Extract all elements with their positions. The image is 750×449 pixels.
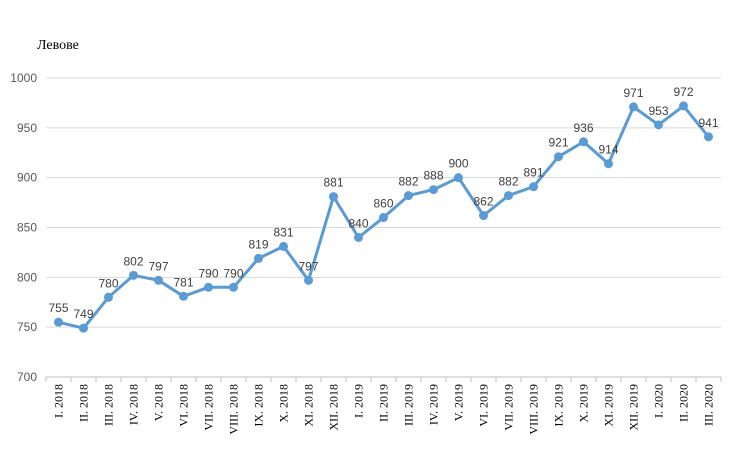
x-tick-label: VI. 2019: [477, 384, 491, 427]
data-point: [104, 292, 113, 302]
data-label: 972: [673, 85, 693, 99]
data-point: [679, 101, 688, 111]
data-label: 840: [348, 216, 368, 230]
data-label: 862: [473, 195, 493, 209]
y-tick-label: 700: [17, 370, 37, 384]
x-tick-label: XI. 2019: [602, 384, 616, 427]
data-point: [354, 232, 363, 242]
data-point: [604, 159, 613, 169]
data-point: [329, 192, 338, 202]
data-point: [654, 120, 663, 130]
x-tick-label: IX. 2019: [552, 384, 566, 427]
data-point: [229, 282, 238, 292]
data-label: 860: [373, 197, 393, 211]
y-tick-label: 800: [17, 270, 37, 284]
x-tick-label: X. 2018: [277, 384, 291, 423]
data-label: 819: [248, 237, 268, 251]
x-tick-label: III. 2019: [402, 384, 416, 426]
x-tick-label: IV. 2019: [427, 384, 441, 425]
data-label: 755: [48, 301, 68, 315]
data-point: [554, 152, 563, 162]
data-label: 953: [648, 104, 668, 118]
x-tick-label: III. 2018: [102, 384, 116, 426]
x-tick-label: VI. 2018: [177, 384, 191, 427]
data-point: [429, 185, 438, 195]
x-tick-label: XII. 2018: [327, 384, 341, 431]
data-point: [154, 275, 163, 285]
y-tick-label: 850: [17, 221, 37, 235]
x-tick-label: VIII. 2019: [527, 384, 541, 435]
x-tick-label: II. 2020: [677, 384, 691, 422]
data-point: [254, 253, 263, 263]
data-label: 888: [423, 169, 443, 183]
x-tick-label: III. 2020: [702, 384, 716, 426]
x-tick-label: II. 2018: [77, 384, 91, 422]
x-tick-label: IV. 2018: [127, 384, 141, 425]
y-tick-label: 1000: [10, 71, 37, 85]
data-label: 914: [598, 143, 618, 157]
y-axis-unit-label: Левове: [37, 38, 79, 53]
x-tick-label: VIII. 2018: [227, 384, 241, 435]
data-point: [379, 213, 388, 223]
x-tick-label: X. 2019: [577, 384, 591, 423]
x-tick-label: VII. 2018: [202, 384, 216, 431]
x-tick-label: IX. 2018: [252, 384, 266, 427]
data-point: [629, 102, 638, 112]
x-tick-label: VII. 2019: [502, 384, 516, 431]
data-label: 882: [398, 175, 418, 189]
y-tick-label: 750: [17, 320, 37, 334]
data-label: 921: [548, 136, 568, 150]
data-point: [279, 241, 288, 251]
data-label: 780: [98, 276, 118, 290]
data-label: 971: [623, 86, 643, 100]
data-point: [179, 291, 188, 301]
data-label: 891: [523, 166, 543, 180]
data-point: [454, 173, 463, 183]
x-tick-label: XI. 2018: [302, 384, 316, 427]
x-tick-label: I. 2019: [352, 384, 366, 418]
data-label: 797: [148, 259, 168, 273]
data-label: 831: [273, 225, 293, 239]
data-label: 797: [298, 259, 318, 273]
data-point: [129, 270, 138, 280]
data-point: [204, 282, 213, 292]
data-point: [304, 275, 313, 285]
x-tick-label: V. 2019: [452, 384, 466, 421]
data-label: 802: [123, 254, 143, 268]
x-tick-label: I. 2018: [52, 384, 66, 418]
data-label: 781: [173, 275, 193, 289]
data-point: [54, 317, 63, 327]
x-tick-label: XII. 2019: [627, 384, 641, 431]
data-label: 749: [73, 307, 93, 321]
x-tick-label: I. 2020: [652, 384, 666, 418]
data-label: 790: [198, 266, 218, 280]
x-tick-label: II. 2019: [377, 384, 391, 422]
data-point: [529, 182, 538, 192]
data-label: 882: [498, 175, 518, 189]
y-tick-label: 900: [17, 171, 37, 185]
y-tick-label: 950: [17, 121, 37, 135]
data-label: 900: [448, 157, 468, 171]
data-label: 881: [323, 176, 343, 190]
data-point: [404, 191, 413, 201]
x-tick-label: V. 2018: [152, 384, 166, 421]
data-point: [479, 211, 488, 221]
data-label: 790: [223, 266, 243, 280]
data-point: [579, 137, 588, 147]
data-point: [704, 132, 713, 142]
data-point: [79, 323, 88, 333]
data-point: [504, 191, 513, 201]
data-label: 941: [698, 116, 718, 130]
data-label: 936: [573, 121, 593, 135]
